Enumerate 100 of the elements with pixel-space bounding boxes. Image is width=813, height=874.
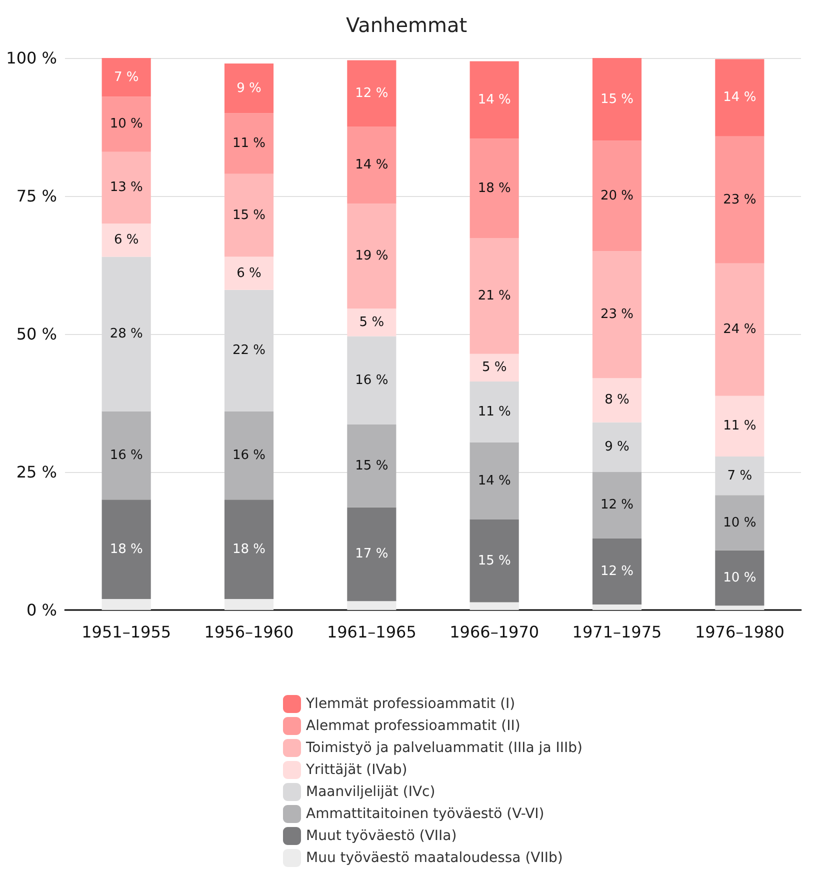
data-label: 16 % xyxy=(110,448,143,463)
bar xyxy=(715,550,764,606)
legend-label: Muu työväestö maataloudessa (VIIb) xyxy=(306,850,563,866)
bar xyxy=(470,519,519,602)
data-label: 16 % xyxy=(355,372,388,388)
y-tick-label: 25 % xyxy=(16,462,57,482)
bar xyxy=(102,152,151,224)
bar xyxy=(224,113,274,174)
bar xyxy=(592,140,642,252)
y-tick-label: 100 % xyxy=(6,48,57,68)
data-label: 13 % xyxy=(110,180,143,196)
x-tick-label: 1956–1960 xyxy=(204,622,294,642)
y-tick-label: 50 % xyxy=(16,324,57,344)
legend-label: Muut työväestö (VIIa) xyxy=(306,828,457,844)
bar xyxy=(347,126,396,204)
bar xyxy=(470,381,519,442)
data-label: 14 % xyxy=(355,158,388,173)
bar xyxy=(592,378,642,422)
bar xyxy=(347,204,396,309)
bar xyxy=(347,424,396,508)
data-label: 5 % xyxy=(359,314,384,330)
data-label: 15 % xyxy=(355,458,388,474)
y-tick-label: 75 % xyxy=(16,186,57,206)
data-label: 23 % xyxy=(600,307,634,322)
x-tick-label: 1961–1965 xyxy=(326,622,416,642)
data-label: 15 % xyxy=(232,208,266,223)
bar xyxy=(224,411,274,500)
bar xyxy=(224,500,274,599)
data-label: 20 % xyxy=(600,188,634,204)
bar xyxy=(102,598,151,610)
data-label: 7 % xyxy=(727,468,752,484)
data-label: 28 % xyxy=(110,326,143,342)
bar xyxy=(347,308,396,336)
bar xyxy=(470,354,519,382)
bar xyxy=(715,136,764,264)
data-label: 6 % xyxy=(236,266,262,281)
bar xyxy=(224,174,274,257)
bar xyxy=(224,598,274,610)
data-label: 11 % xyxy=(232,136,266,152)
x-tick-label: 1976–1980 xyxy=(694,622,784,642)
data-label: 15 % xyxy=(478,553,511,568)
data-label: 14 % xyxy=(478,92,511,108)
bar xyxy=(592,251,642,378)
legend-label: Toimistyö ja palveluammatit (IIIa ja IIIb) xyxy=(305,740,582,756)
x-tick-label: 1951–1955 xyxy=(82,622,172,642)
bar xyxy=(347,60,396,126)
data-label: 18 % xyxy=(110,542,143,557)
data-label: 24 % xyxy=(723,322,756,338)
legend-label: Maanviljelijät (IVc) xyxy=(306,784,436,800)
data-label: 8 % xyxy=(604,392,630,408)
bar xyxy=(592,604,642,610)
data-label: 23 % xyxy=(723,192,756,208)
x-tick-label: 1966–1970 xyxy=(450,622,540,642)
legend-label: Ammattitaitoinen työväestö (V-VI) xyxy=(306,806,544,822)
bar xyxy=(102,58,151,97)
data-label: 21 % xyxy=(478,288,511,304)
data-label: 9 % xyxy=(236,80,262,96)
bar xyxy=(102,500,151,599)
legend-label: Ylemmät professioammatit (I) xyxy=(305,696,516,712)
bar xyxy=(470,138,519,238)
chart-title: Vanhemmat xyxy=(346,13,468,37)
data-label: 14 % xyxy=(723,90,756,106)
bar xyxy=(592,422,642,472)
x-tick-label: 1971–1975 xyxy=(572,622,662,642)
bar xyxy=(715,606,764,610)
bar xyxy=(347,601,396,610)
bar xyxy=(715,263,764,396)
data-label: 5 % xyxy=(482,360,507,376)
bar xyxy=(102,411,151,500)
data-label: 9 % xyxy=(604,440,630,455)
data-label: 12 % xyxy=(600,564,634,579)
bar xyxy=(715,59,764,136)
bar xyxy=(224,64,274,114)
data-label: 18 % xyxy=(478,180,511,196)
data-label: 12 % xyxy=(355,86,388,101)
y-tick-label: 0 % xyxy=(26,600,57,620)
bar xyxy=(470,442,519,520)
legend-label: Yrittäjät (IVab) xyxy=(305,762,408,778)
bar xyxy=(592,472,642,538)
data-label: 16 % xyxy=(232,448,266,463)
data-label: 22 % xyxy=(232,343,266,358)
bar xyxy=(470,61,519,139)
bar xyxy=(470,602,519,610)
data-label: 10 % xyxy=(723,515,756,530)
data-label: 7 % xyxy=(114,70,139,85)
bar xyxy=(347,336,396,425)
data-label: 10 % xyxy=(110,116,143,132)
data-label: 11 % xyxy=(723,418,756,434)
bar xyxy=(592,538,642,604)
data-label: 14 % xyxy=(478,473,511,488)
data-label: 17 % xyxy=(355,546,388,562)
data-label: 15 % xyxy=(600,92,634,107)
bar xyxy=(715,495,764,550)
bar xyxy=(224,256,274,290)
bar xyxy=(715,396,764,457)
data-label: 11 % xyxy=(478,404,511,420)
data-label: 18 % xyxy=(232,542,266,557)
bar xyxy=(470,238,519,354)
bar xyxy=(102,96,151,152)
bar xyxy=(102,224,151,257)
